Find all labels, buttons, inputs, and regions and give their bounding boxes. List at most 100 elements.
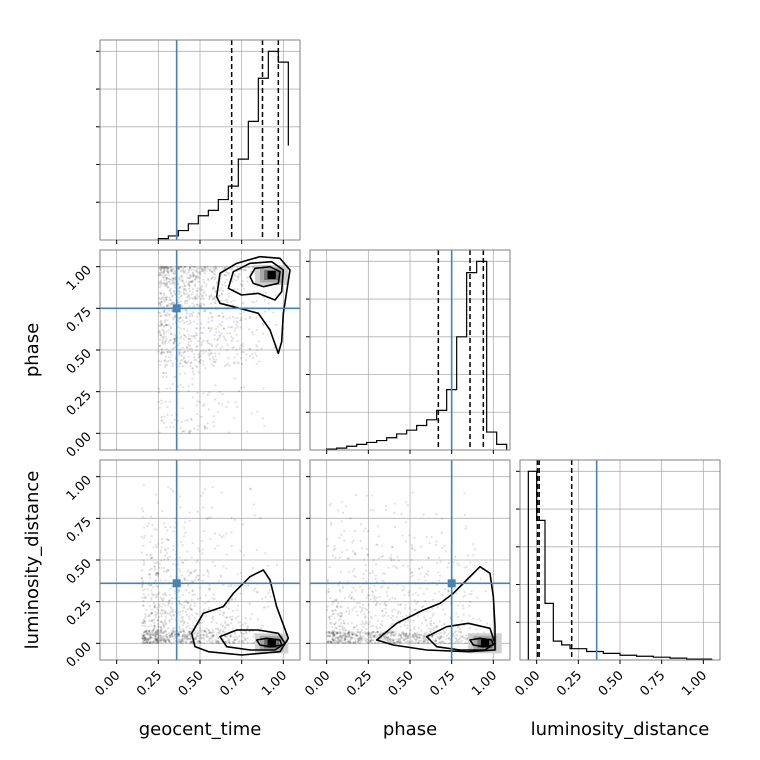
- sample-point: [183, 605, 186, 608]
- sample-point: [154, 571, 158, 575]
- sample-point: [168, 640, 171, 643]
- sample-point: [453, 635, 456, 638]
- sample-point: [437, 590, 441, 593]
- sample-point: [218, 631, 221, 634]
- sample-point: [143, 620, 146, 623]
- sample-point: [401, 636, 404, 639]
- sample-point: [334, 599, 337, 602]
- sample-point: [348, 639, 351, 643]
- sample-point: [410, 571, 413, 574]
- sample-point: [198, 303, 201, 306]
- sample-point: [429, 624, 433, 627]
- sample-point: [182, 606, 185, 609]
- sample-point: [329, 640, 332, 644]
- sample-point: [233, 361, 236, 364]
- sample-point: [230, 634, 233, 637]
- sample-point: [425, 624, 429, 627]
- sample-point: [440, 531, 443, 535]
- sample-point: [141, 515, 144, 518]
- sample-point: [397, 634, 400, 637]
- sample-point: [442, 635, 445, 638]
- sample-point: [226, 271, 229, 275]
- sample-point: [179, 269, 182, 272]
- sample-point: [166, 324, 169, 327]
- sample-point: [355, 633, 358, 636]
- sample-point: [374, 633, 377, 636]
- sample-point: [144, 620, 147, 623]
- sample-point: [165, 635, 168, 638]
- sample-point: [164, 622, 167, 625]
- sample-point: [388, 639, 391, 642]
- sample-point: [354, 553, 357, 556]
- sample-point: [159, 292, 163, 295]
- sample-point: [249, 487, 252, 490]
- sample-point: [178, 296, 181, 300]
- sample-point: [188, 591, 191, 594]
- sample-point: [218, 265, 221, 268]
- sample-point: [212, 414, 216, 418]
- sample-point: [339, 590, 342, 593]
- sample-point: [166, 638, 169, 642]
- sample-point: [216, 410, 219, 414]
- sample-point: [226, 362, 230, 365]
- sample-point: [348, 610, 351, 613]
- sample-point: [160, 545, 163, 549]
- sample-point: [160, 399, 163, 402]
- sample-point: [193, 358, 196, 362]
- sample-point: [354, 626, 357, 629]
- sample-point: [168, 620, 171, 623]
- sample-point: [220, 287, 223, 290]
- sample-point: [212, 420, 215, 424]
- sample-point: [408, 633, 411, 636]
- sample-point: [179, 350, 182, 354]
- sample-point: [411, 491, 414, 494]
- sample-point: [165, 633, 169, 636]
- sample-point: [218, 533, 222, 536]
- sample-point: [432, 628, 435, 631]
- sample-point: [200, 289, 203, 292]
- sample-point: [374, 603, 378, 607]
- sample-point: [196, 271, 199, 274]
- sample-point: [335, 604, 339, 607]
- sample-point: [148, 553, 152, 556]
- sample-point: [159, 626, 163, 629]
- sample-point: [183, 620, 186, 623]
- sample-point: [154, 579, 157, 582]
- sample-point: [163, 558, 166, 561]
- sample-point: [181, 615, 184, 619]
- sample-point: [147, 638, 150, 641]
- sample-point: [370, 636, 373, 639]
- sample-point: [397, 638, 400, 641]
- sample-point: [196, 612, 199, 615]
- sample-point: [220, 311, 224, 314]
- sample-point: [160, 566, 163, 570]
- sample-point: [348, 635, 352, 639]
- sample-point: [219, 277, 222, 280]
- sample-point: [187, 630, 191, 633]
- sample-point: [330, 637, 334, 641]
- sample-point: [192, 356, 196, 359]
- sample-point: [163, 421, 166, 425]
- sample-point: [166, 351, 169, 354]
- sample-point: [372, 639, 375, 642]
- sample-point: [160, 402, 163, 405]
- sample-point: [375, 563, 378, 566]
- sample-point: [402, 588, 406, 591]
- sample-point: [145, 638, 148, 641]
- sample-point: [216, 544, 219, 547]
- sample-point: [152, 634, 155, 637]
- sample-point: [231, 280, 234, 283]
- sample-point: [347, 630, 350, 634]
- sample-point: [237, 362, 240, 365]
- sample-point: [243, 268, 246, 271]
- sample-point: [245, 632, 248, 635]
- sample-point: [161, 266, 164, 270]
- sample-point: [184, 316, 188, 319]
- sample-point: [160, 620, 163, 624]
- sample-point: [189, 417, 193, 420]
- sample-point: [331, 631, 334, 634]
- sample-point: [167, 266, 170, 270]
- sample-point: [222, 316, 225, 319]
- sample-point: [167, 304, 170, 307]
- sample-point: [159, 274, 162, 277]
